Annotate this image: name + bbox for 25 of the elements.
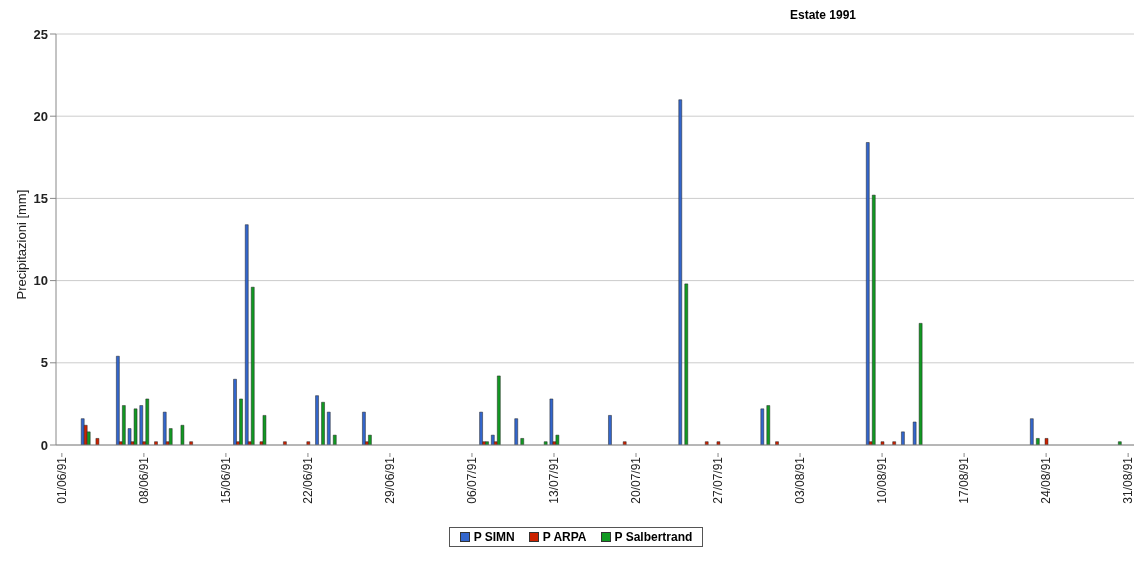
x-tick-label: 31/08/91 <box>1121 456 1136 504</box>
x-tick-label: 13/07/91 <box>546 456 561 504</box>
x-tick-label: 27/07/91 <box>711 456 726 504</box>
x-tick-label: 15/06/91 <box>218 456 233 504</box>
x-tick-label: 29/06/91 <box>382 456 397 504</box>
y-tick-label: 10 <box>33 273 48 289</box>
x-tick-label: 03/08/91 <box>793 456 808 504</box>
y-tick-label: 0 <box>40 437 48 453</box>
x-tick-label: 01/06/91 <box>54 456 69 504</box>
y-tick-label: 25 <box>33 26 48 42</box>
y-tick-label: 20 <box>33 108 48 124</box>
y-tick-label: 15 <box>33 191 48 207</box>
legend-label: P SIMN <box>472 530 515 544</box>
legend-label: P Salbertrand <box>613 530 693 544</box>
x-tick-label: 10/08/91 <box>875 456 890 504</box>
chart-title: Estate 1991 <box>788 8 857 24</box>
y-axis-title: Precipitazioni [mm] <box>13 189 29 300</box>
x-tick-label: 06/07/91 <box>464 456 479 504</box>
x-tick-label: 22/06/91 <box>300 456 315 504</box>
legend-label: P ARPA <box>541 530 587 544</box>
y-tick-label: 5 <box>40 355 48 371</box>
x-tick-label: 08/06/91 <box>136 456 151 504</box>
x-tick-label: 24/08/91 <box>1039 456 1054 504</box>
x-tick-label: 20/07/91 <box>629 456 644 504</box>
x-tick-label: 17/08/91 <box>957 456 972 504</box>
